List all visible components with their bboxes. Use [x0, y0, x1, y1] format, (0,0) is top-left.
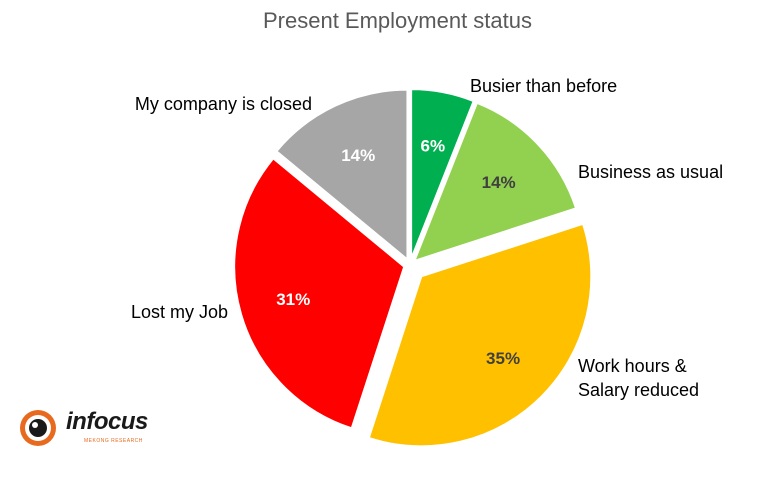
pie-value-label-3: 31% — [276, 290, 310, 309]
chart-title: Present Employment status — [262, 8, 532, 33]
pie-slice-1 — [412, 101, 578, 263]
pie-slice-3 — [233, 156, 406, 430]
logo-text: infocus — [66, 408, 148, 435]
pie-category-label-4: My company is closed — [135, 94, 312, 114]
pie-value-label-0: 6% — [420, 137, 445, 156]
pie-slice-2 — [367, 222, 593, 448]
pie-category-label-3: Lost my Job — [131, 302, 228, 322]
pie-value-label-4: 14% — [341, 146, 375, 165]
pie-slice-4 — [275, 88, 409, 262]
pie-category-label-1: Business as usual — [578, 162, 723, 182]
pie-category-labels: Busier than before Business as usual Work … — [131, 76, 723, 400]
pie-category-label-0: Busier than before — [470, 76, 617, 96]
infocus-logo: infocus MEKONG RESEARCH — [18, 406, 178, 454]
pie-slices — [233, 88, 593, 448]
logo-subtext: MEKONG RESEARCH — [84, 438, 143, 444]
pie-value-labels: 6% 14% 35% 31% 14% — [276, 137, 520, 369]
pie-value-label-2: 35% — [486, 349, 520, 368]
pie-category-label-2: Work hours & Salary reduced — [578, 356, 699, 400]
pie-slice-0 — [410, 88, 476, 260]
logo-eye-icon — [20, 410, 56, 446]
pie-value-label-1: 14% — [482, 173, 516, 192]
